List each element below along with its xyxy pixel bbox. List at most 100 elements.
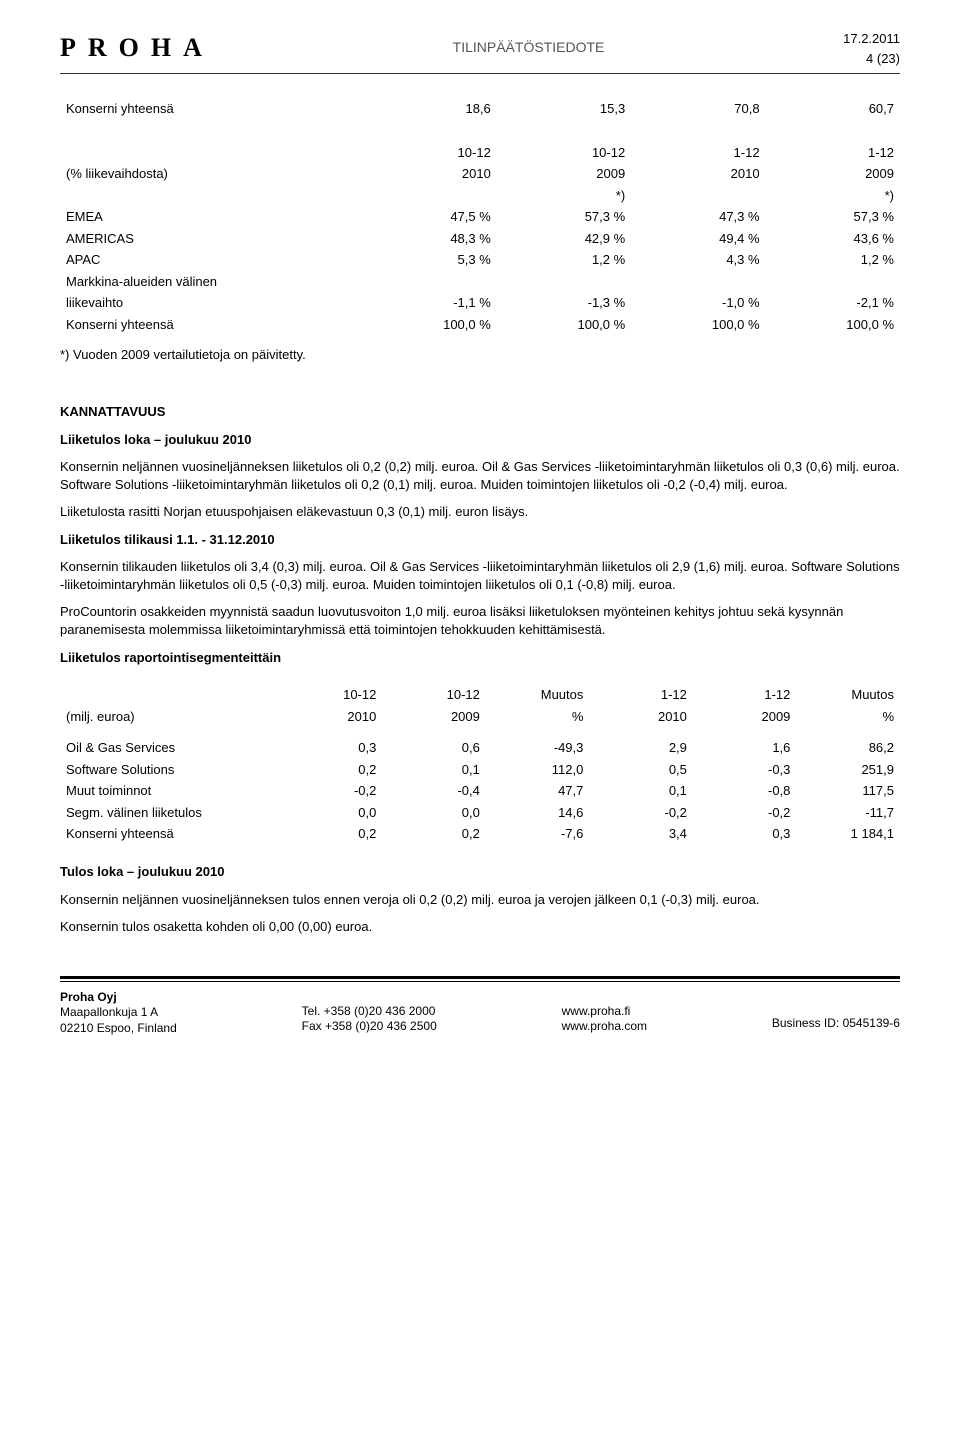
footer-divider-thick bbox=[60, 976, 900, 979]
subheading: Tulos loka – joulukuu 2010 bbox=[60, 863, 900, 881]
cell-value bbox=[497, 271, 631, 293]
cell-value bbox=[362, 271, 496, 293]
cell-label: Segm. välinen liiketulos bbox=[60, 802, 279, 824]
cell-header: 10-12 bbox=[279, 684, 383, 706]
footer-fax: Fax +358 (0)20 436 2500 bbox=[302, 1019, 437, 1035]
footer-business-id: Business ID: 0545139-6 bbox=[772, 1016, 900, 1032]
cell-value: -0,2 bbox=[279, 780, 383, 802]
cell-value: 86,2 bbox=[796, 737, 900, 759]
cell-value: 0,2 bbox=[382, 823, 486, 845]
header-divider bbox=[60, 73, 900, 74]
cell-header: 10-12 bbox=[497, 142, 631, 164]
cell-value: 57,3 % bbox=[766, 206, 900, 228]
footer-company-name: Proha Oyj bbox=[60, 990, 177, 1006]
cell-label: Muut toiminnot bbox=[60, 780, 279, 802]
footer-url: www.proha.com bbox=[562, 1019, 647, 1035]
subheading: Liiketulos raportointisegmenteittäin bbox=[60, 649, 900, 667]
cell-label: Software Solutions bbox=[60, 759, 279, 781]
table-row: Oil & Gas Services 0,3 0,6 -49,3 2,9 1,6… bbox=[60, 737, 900, 759]
cell-value: -49,3 bbox=[486, 737, 590, 759]
cell-value: 1,2 % bbox=[497, 249, 631, 271]
table-revenue-share: 10-12 10-12 1-12 1-12 (% liikevaihdosta)… bbox=[60, 142, 900, 336]
cell-value: 47,7 bbox=[486, 780, 590, 802]
table-row: liikevaihto -1,1 % -1,3 % -1,0 % -2,1 % bbox=[60, 292, 900, 314]
cell-header: *) bbox=[766, 185, 900, 207]
cell-label: (milj. euroa) bbox=[60, 706, 279, 728]
cell-value: 1 184,1 bbox=[796, 823, 900, 845]
cell-value: 5,3 % bbox=[362, 249, 496, 271]
table-row: Konserni yhteensä 18,6 15,3 70,8 60,7 bbox=[60, 98, 900, 120]
table-row: Konserni yhteensä 0,2 0,2 -7,6 3,4 0,3 1… bbox=[60, 823, 900, 845]
cell-value: 0,5 bbox=[589, 759, 693, 781]
footer-col-contact: Tel. +358 (0)20 436 2000 Fax +358 (0)20 … bbox=[302, 990, 437, 1037]
cell-value: 0,2 bbox=[279, 759, 383, 781]
cell-value bbox=[631, 271, 765, 293]
cell-value: 112,0 bbox=[486, 759, 590, 781]
cell-header: 2010 bbox=[589, 706, 693, 728]
footer-col-web: www.proha.fi www.proha.com bbox=[562, 990, 647, 1037]
cell-value: 251,9 bbox=[796, 759, 900, 781]
cell-value: 117,5 bbox=[796, 780, 900, 802]
page-header: PROHA TILINPÄÄTÖSTIEDOTE 17.2.2011 4 (23… bbox=[60, 30, 900, 67]
cell-header: 10-12 bbox=[362, 142, 496, 164]
table-header-row: (% liikevaihdosta) 2010 2009 2010 2009 bbox=[60, 163, 900, 185]
cell-header: 2010 bbox=[631, 163, 765, 185]
footer-address: 02210 Espoo, Finland bbox=[60, 1021, 177, 1037]
header-date: 17.2.2011 bbox=[843, 30, 900, 48]
cell-value: 15,3 bbox=[497, 98, 631, 120]
cell-label: Konserni yhteensä bbox=[60, 823, 279, 845]
cell-value: 42,9 % bbox=[497, 228, 631, 250]
cell-value: 0,2 bbox=[279, 823, 383, 845]
cell-header: 2009 bbox=[382, 706, 486, 728]
cell-header: % bbox=[486, 706, 590, 728]
cell-value: 0,0 bbox=[279, 802, 383, 824]
cell-value: 47,5 % bbox=[362, 206, 496, 228]
logo-text: PROHA bbox=[60, 30, 214, 65]
cell-header bbox=[362, 185, 496, 207]
cell-value: -1,3 % bbox=[497, 292, 631, 314]
cell-value: 0,6 bbox=[382, 737, 486, 759]
paragraph: Liiketulosta rasitti Norjan etuuspohjais… bbox=[60, 503, 900, 521]
cell-value: -1,1 % bbox=[362, 292, 496, 314]
table-row: Muut toiminnot -0,2 -0,4 47,7 0,1 -0,8 1… bbox=[60, 780, 900, 802]
cell-header: 2009 bbox=[766, 163, 900, 185]
footer-address: Maapallonkuja 1 A bbox=[60, 1005, 177, 1021]
cell-value: -0,3 bbox=[693, 759, 797, 781]
cell-label bbox=[60, 142, 362, 164]
cell-header: Muutos bbox=[796, 684, 900, 706]
cell-header: 1-12 bbox=[693, 684, 797, 706]
cell-value: 100,0 % bbox=[362, 314, 496, 336]
cell-value: -0,4 bbox=[382, 780, 486, 802]
cell-header bbox=[631, 185, 765, 207]
paragraph: Konsernin neljännen vuosineljänneksen tu… bbox=[60, 891, 900, 909]
cell-value: -0,2 bbox=[589, 802, 693, 824]
table-row: AMERICAS 48,3 % 42,9 % 49,4 % 43,6 % bbox=[60, 228, 900, 250]
cell-label: AMERICAS bbox=[60, 228, 362, 250]
paragraph: ProCountorin osakkeiden myynnistä saadun… bbox=[60, 603, 900, 638]
header-title: TILINPÄÄTÖSTIEDOTE bbox=[214, 30, 843, 57]
cell-value: -0,8 bbox=[693, 780, 797, 802]
cell-value: 1,6 bbox=[693, 737, 797, 759]
cell-header: % bbox=[796, 706, 900, 728]
cell-value bbox=[766, 271, 900, 293]
cell-header: 1-12 bbox=[631, 142, 765, 164]
subheading: Liiketulos loka – joulukuu 2010 bbox=[60, 431, 900, 449]
page-footer: Proha Oyj Maapallonkuja 1 A 02210 Espoo,… bbox=[60, 990, 900, 1037]
cell-label: APAC bbox=[60, 249, 362, 271]
cell-value: 0,1 bbox=[589, 780, 693, 802]
cell-label: (% liikevaihdosta) bbox=[60, 163, 362, 185]
cell-header: 2009 bbox=[693, 706, 797, 728]
table-header-row: 10-12 10-12 1-12 1-12 bbox=[60, 142, 900, 164]
footer-divider-thin bbox=[60, 981, 900, 982]
cell-header: 2010 bbox=[279, 706, 383, 728]
cell-value: -11,7 bbox=[796, 802, 900, 824]
cell-value: 100,0 % bbox=[766, 314, 900, 336]
cell-value: 18,6 bbox=[362, 98, 496, 120]
cell-label: Markkina-alueiden välinen bbox=[60, 271, 362, 293]
cell-header: *) bbox=[497, 185, 631, 207]
cell-value: -0,2 bbox=[693, 802, 797, 824]
table-revenue-top: Konserni yhteensä 18,6 15,3 70,8 60,7 bbox=[60, 98, 900, 120]
table-row: APAC 5,3 % 1,2 % 4,3 % 1,2 % bbox=[60, 249, 900, 271]
cell-header: 2009 bbox=[497, 163, 631, 185]
cell-label: Konserni yhteensä bbox=[60, 314, 362, 336]
